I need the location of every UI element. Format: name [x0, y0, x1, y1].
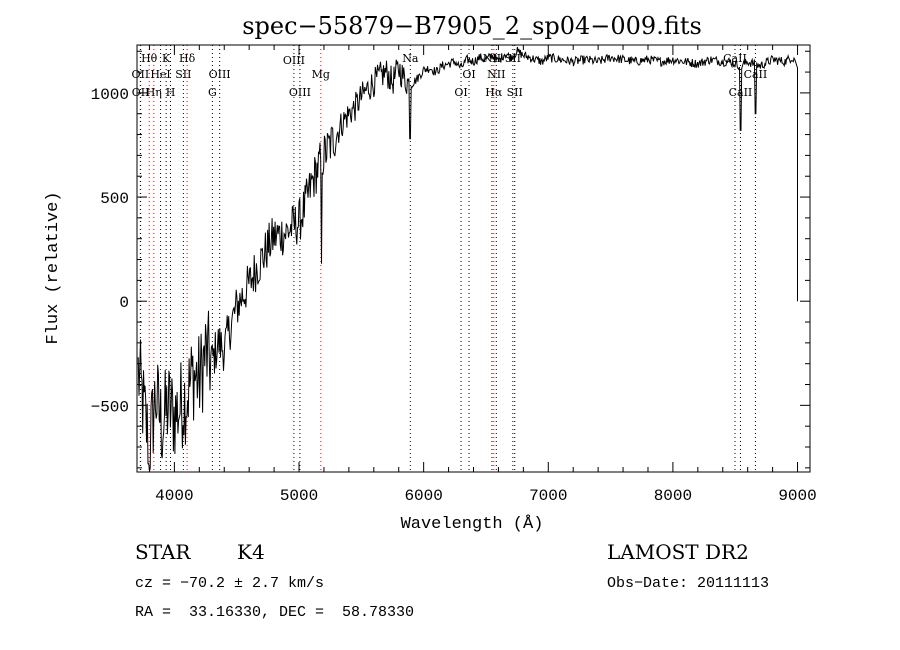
line-marker-label-2: Hδ: [179, 52, 196, 65]
line-marker-label-18: NII: [487, 68, 505, 81]
line-marker-label-22: CaII: [723, 52, 747, 65]
y-axis-label: Flux (relative): [44, 191, 63, 344]
line-marker-label-16: OI: [462, 68, 475, 81]
plot-frame: [136, 44, 811, 473]
plot-axes: 4000 5000 6000 7000 8000 9000 −500 0 500 1000: [91, 44, 817, 505]
x-axis-label: Wavelength (Å): [401, 515, 544, 534]
line-marker-label-14: Na: [402, 52, 419, 65]
line-marker-label-0: Hθ: [141, 52, 158, 65]
y-tick-label-3: 1000: [91, 86, 129, 104]
object-subclass: K4: [237, 540, 265, 564]
y-tick-label-0: −500: [91, 398, 129, 416]
line-marker-label-13: OIII: [289, 86, 311, 99]
line-marker-label-8: Mg: [312, 68, 330, 81]
line-marker-label-19: Hα: [485, 86, 503, 99]
line-marker-label-3: OII: [132, 68, 150, 81]
line-marker-label-1: K: [162, 52, 171, 65]
line-markers: [139, 45, 756, 472]
spectrum-line: [137, 46, 798, 472]
line-marker-label-24: CaII: [744, 68, 768, 81]
line-marker-label-10: Hη: [146, 86, 162, 99]
redshift-cz: cz = −70.2 ± 2.7 km/s: [135, 575, 325, 592]
x-tick-label-4: 8000: [654, 487, 692, 505]
x-tick-label-5: 9000: [778, 487, 816, 505]
coordinates: RA = 33.16330, DEC = 58.78330: [135, 604, 415, 621]
line-marker-label-15: OI: [454, 86, 467, 99]
observation-date: Obs−Date: 20111113: [607, 575, 770, 592]
line-marker-label-21: SII: [507, 86, 523, 99]
x-tick-label-2: 6000: [404, 487, 442, 505]
line-marker-label-5: SII: [175, 68, 191, 81]
line-marker-label-7: OIII: [283, 54, 305, 67]
line-marker-label-11: H: [166, 86, 176, 99]
line-marker-label-6: OIII: [209, 68, 231, 81]
line-marker-label-23: CaII: [729, 86, 753, 99]
survey-name: LAMOST DR2: [607, 540, 749, 564]
object-class: STAR: [135, 540, 191, 564]
line-marker-label-4: HeI: [150, 68, 170, 81]
x-tick-label-0: 4000: [155, 487, 193, 505]
y-tick-label-1: 0: [119, 294, 129, 312]
y-tick-label-2: 500: [100, 190, 129, 208]
x-tick-label-3: 7000: [529, 487, 567, 505]
x-tick-label-1: 5000: [280, 487, 318, 505]
line-marker-label-12: G: [208, 86, 217, 99]
chart-title: spec−55879−B7905_2_sp04−009.fits: [242, 12, 702, 40]
